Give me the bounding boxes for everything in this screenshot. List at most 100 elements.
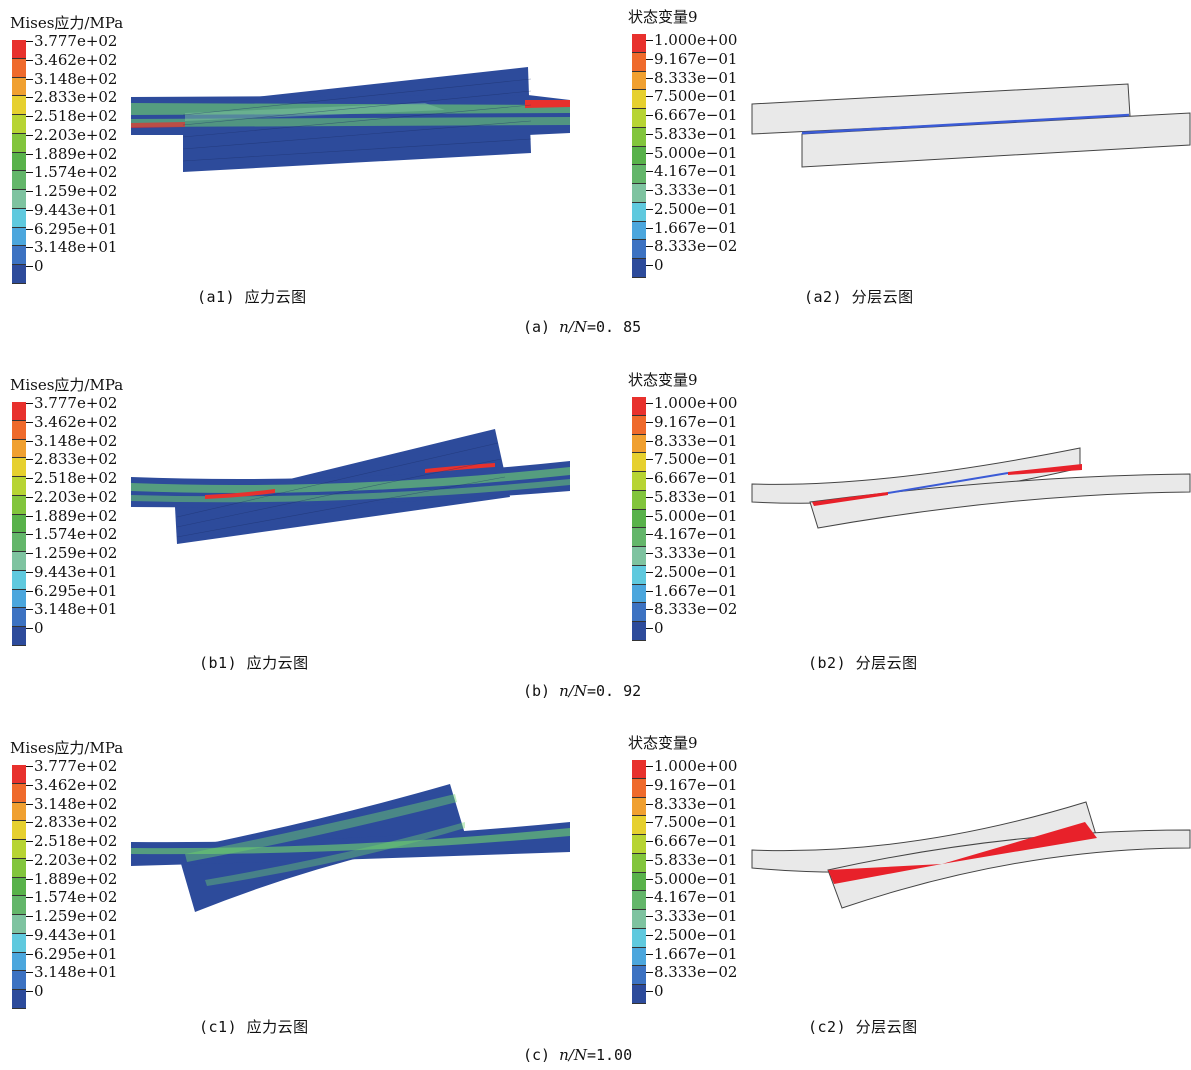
colorbar-tick <box>26 859 33 861</box>
colorbar-tick-label: 5.000e−01 <box>654 869 738 888</box>
colorbar-tick <box>646 265 653 266</box>
colorbar-tick <box>26 78 33 80</box>
colorbar-segment <box>632 109 646 128</box>
colorbar-segment <box>12 896 26 915</box>
caption-b1: (b1) 应力云图 <box>199 654 309 672</box>
caption-c1: (c1) 应力云图 <box>199 1018 309 1036</box>
colorbar-tick-label: 8.333e−02 <box>654 600 738 619</box>
colorbar-segment <box>12 765 26 784</box>
colorbar-tick <box>26 172 33 174</box>
colorbar-segment <box>12 190 26 209</box>
colorbar-segment <box>632 547 646 566</box>
colorbar-segment <box>632 816 646 835</box>
delamination-contour-c2 <box>751 801 1191 909</box>
colorbar-tick-label: 7.500e−01 <box>654 87 738 106</box>
state-legend-title: 状态变量9 <box>628 371 698 389</box>
colorbar-tick <box>646 784 653 786</box>
colorbar-tick-label: 0 <box>654 619 664 637</box>
colorbar-tick-label: 1.259e+02 <box>34 544 118 562</box>
colorbar-tick <box>26 553 33 554</box>
colorbar-segment <box>632 853 646 873</box>
colorbar-tick-label: 3.148e+02 <box>34 431 118 450</box>
colorbar-tick <box>26 766 33 767</box>
colorbar-tick <box>646 421 653 423</box>
colorbar-tick-label: 2.518e+02 <box>34 469 118 487</box>
colorbar-tick <box>646 77 653 79</box>
colorbar-tick-label: 3.148e+02 <box>34 69 118 88</box>
caption-b2: (b2) 分层云图 <box>808 654 918 672</box>
colorbar-segment <box>632 891 646 910</box>
colorbar-tick <box>646 478 653 479</box>
caption-a1: (a1) 应力云图 <box>197 288 307 306</box>
colorbar-segment <box>12 477 26 496</box>
colorbar-tick-label: 5.833e−01 <box>654 487 738 506</box>
colorbar-tick <box>26 97 33 99</box>
colorbar-tick-label: 2.833e+02 <box>34 813 118 832</box>
colorbar-segment <box>12 552 26 571</box>
colorbar-tick-label: 6.295e+01 <box>34 944 118 963</box>
colorbar-tick <box>26 515 33 517</box>
colorbar-segment <box>632 928 646 948</box>
colorbar-segment <box>12 514 26 534</box>
colorbar-segment <box>12 802 26 822</box>
colorbar-tick-label: 8.333e−01 <box>654 68 738 87</box>
colorbar-tick <box>646 459 653 461</box>
colorbar-segment <box>632 622 646 641</box>
delamination-contour-b2 <box>751 447 1191 529</box>
colorbar-tick-label: 2.203e+02 <box>34 487 118 506</box>
colorbar-tick <box>26 134 33 136</box>
colorbar-tick <box>26 953 33 955</box>
colorbar-segment <box>632 453 646 472</box>
colorbar-tick <box>646 934 653 936</box>
state-colorbar <box>632 34 646 278</box>
colorbar-tick <box>646 133 653 135</box>
colorbar-tick <box>646 609 653 611</box>
colorbar-tick-label: 3.462e+02 <box>34 775 118 794</box>
colorbar-tick <box>646 972 653 974</box>
colorbar-tick-label: 3.333e−01 <box>654 181 738 199</box>
colorbar-tick <box>646 40 653 41</box>
colorbar-tick <box>646 58 653 60</box>
colorbar-tick-label: 2.833e+02 <box>34 450 118 469</box>
colorbar-tick-label: 9.443e+01 <box>34 925 118 944</box>
colorbar-tick <box>26 897 33 899</box>
colorbar-tick-label: 9.443e+01 <box>34 200 118 219</box>
colorbar-tick-label: 1.574e+02 <box>34 888 118 907</box>
colorbar-tick <box>26 972 33 974</box>
colorbar-tick <box>646 115 653 116</box>
colorbar-tick-label: 2.833e+02 <box>34 88 118 107</box>
colorbar-tick <box>26 266 33 267</box>
colorbar-segment <box>12 133 26 153</box>
colorbar-segment <box>632 127 646 147</box>
colorbar-tick-label: 3.148e+01 <box>34 963 118 982</box>
colorbar-segment <box>632 202 646 222</box>
stress-contour-a1 <box>131 67 570 172</box>
stress-legend-title: Mises应力/MPa <box>10 376 124 394</box>
colorbar-tick-label: 8.333e−02 <box>654 237 738 256</box>
state-colorbar <box>632 397 646 641</box>
colorbar-segment <box>632 835 646 854</box>
colorbar-segment <box>12 933 26 953</box>
colorbar-segment <box>632 165 646 184</box>
colorbar-tick <box>26 571 33 573</box>
colorbar-segment <box>632 90 646 109</box>
colorbar-tick-label: 1.667e−01 <box>654 581 738 600</box>
colorbar-segment <box>632 34 646 53</box>
colorbar-segment <box>632 490 646 510</box>
colorbar-tick <box>646 571 653 573</box>
colorbar-segment <box>632 760 646 779</box>
colorbar-tick-label: 5.833e−01 <box>654 124 738 143</box>
colorbar-tick-label: 0 <box>34 257 44 275</box>
caption-a2: (a2) 分层云图 <box>804 288 914 306</box>
colorbar-segment <box>632 259 646 278</box>
colorbar-segment <box>632 872 646 892</box>
colorbar-tick-label: 1.667e−01 <box>654 944 738 963</box>
colorbar-tick-label: 3.148e+02 <box>34 794 118 813</box>
colorbar-segment <box>632 603 646 622</box>
colorbar-segment <box>632 415 646 435</box>
colorbar-segment <box>632 397 646 416</box>
colorbar-segment <box>12 227 26 247</box>
colorbar-tick-label: 2.518e+02 <box>34 832 118 850</box>
colorbar-segment <box>12 608 26 627</box>
colorbar-tick <box>26 440 33 442</box>
